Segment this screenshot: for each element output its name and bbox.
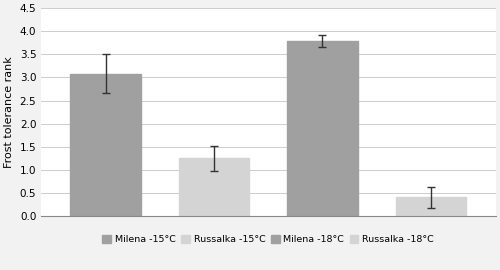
Bar — [396, 197, 466, 216]
Bar — [178, 158, 249, 216]
Bar — [287, 41, 358, 216]
Legend: Milena -15°C, Russalka -15°C, Milena -18°C, Russalka -18°C: Milena -15°C, Russalka -15°C, Milena -18… — [102, 235, 434, 244]
Bar — [70, 74, 141, 216]
Y-axis label: Frost tolerance rank: Frost tolerance rank — [4, 56, 14, 168]
